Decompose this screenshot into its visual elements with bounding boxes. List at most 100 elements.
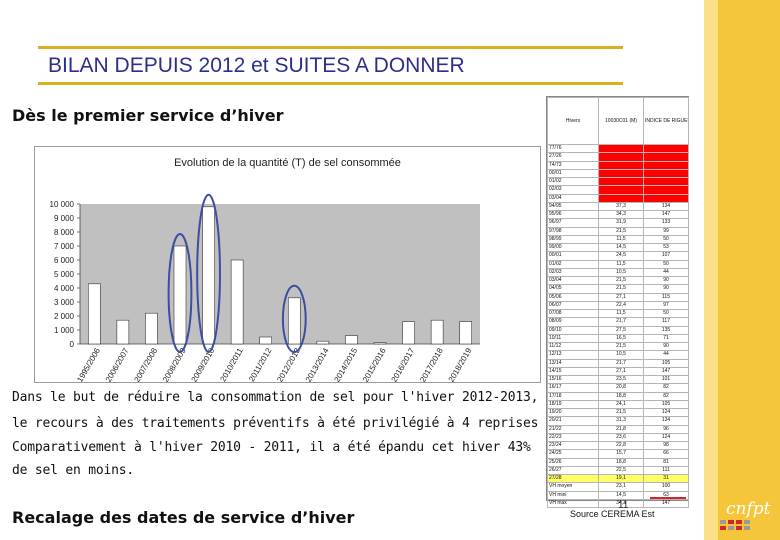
table-header-1: Hivers	[547, 97, 599, 145]
table-cell: 71	[643, 333, 689, 344]
table-row: 01/02 11,5 50	[547, 259, 689, 269]
table-cell: 16/17	[547, 383, 599, 393]
y-tick-label: 1 000	[54, 326, 75, 335]
table-cell: 77/76	[547, 143, 599, 154]
logo-red-rule	[650, 497, 686, 499]
table-cell: 22/23	[547, 432, 599, 443]
table-cell: 10,5	[598, 267, 644, 278]
table-cell: 96	[643, 424, 689, 434]
table-cell: 50	[643, 308, 689, 319]
table-cell: 21,5	[598, 284, 644, 294]
bar-2011-2012	[259, 336, 273, 345]
table-cell: 34,3	[598, 209, 644, 220]
table-cell	[643, 176, 689, 187]
bar-2010-2011	[230, 259, 244, 345]
highlight-circle	[281, 284, 307, 353]
table-row: 12/13 10,5 44	[547, 350, 689, 360]
y-tick-label: 7 000	[54, 242, 75, 251]
table-cell: 24,1	[598, 399, 644, 410]
table-cell: 147	[643, 366, 689, 377]
y-tick-label: 2 000	[54, 312, 75, 321]
table-cell: 31	[643, 473, 689, 484]
table-cell: 15/16	[547, 374, 599, 385]
table-cell: 23,1	[598, 482, 644, 492]
table-row: 13/14 21,7 105	[547, 358, 689, 368]
y-tick-label: 4 000	[54, 284, 75, 293]
x-tick-label: 2008/2009	[161, 346, 188, 382]
table-cell: 135	[643, 325, 689, 335]
table-row: 25/26 18,8 81	[547, 457, 689, 467]
table-cell: 00/01	[547, 168, 599, 179]
table-cell: 11,5	[598, 308, 644, 319]
table-cell: 50	[643, 259, 689, 269]
table-cell: 124	[643, 432, 689, 443]
table-cell: 117	[643, 317, 689, 327]
table-cell	[643, 185, 689, 195]
table-row: 98/99 11,5 50	[547, 234, 689, 245]
table-cell: 24/25	[547, 449, 599, 459]
table-cell: 18,8	[598, 457, 644, 467]
table-cell	[598, 185, 644, 195]
table-row: 16/17 20,8 82	[547, 383, 689, 393]
table-cell: 99/00	[547, 242, 599, 253]
title-rule-top	[38, 46, 623, 49]
table-row: 01/02	[547, 176, 689, 187]
table-cell: 03/04	[547, 275, 599, 286]
table-cell: VH mini	[547, 490, 599, 500]
bar-2018-2019	[459, 321, 473, 345]
table-cell: 21,5	[598, 226, 644, 236]
table-cell	[598, 193, 644, 203]
table-row: VH moyen 23,1 100	[547, 482, 689, 492]
table-header-3: INDICE DE RIGUEUR (VI) 100	[643, 97, 689, 145]
table-cell: 115	[643, 292, 689, 302]
table-cell: 07/08	[547, 308, 599, 319]
x-tick-label: 2007/2008	[132, 346, 159, 382]
table-row: 08/09 21,7 117	[547, 317, 689, 327]
x-tick-label: 2017/2018	[418, 346, 445, 382]
table-row: 94/95 37,3 134	[547, 201, 689, 212]
table-cell	[598, 168, 644, 179]
table-cell: 25/26	[547, 457, 599, 467]
bar-2006-2007	[116, 319, 130, 345]
table-row: 18/19 24,1 105	[547, 399, 689, 410]
x-tick-label: 1995/2006	[75, 346, 102, 382]
table-cell: 21,7	[598, 317, 644, 327]
table-cell: 14,5	[598, 242, 644, 253]
table-cell: 11,5	[598, 259, 644, 269]
table-row: 97/98 21,5 99	[547, 226, 689, 236]
table-cell: 24,5	[598, 251, 644, 261]
y-tick-label: 0	[70, 340, 75, 349]
table-cell: 08/09	[547, 317, 599, 327]
paragraph-line-2: le recours à des traitements préventifs …	[12, 416, 554, 431]
table-cell: 21/22	[547, 424, 599, 434]
table-cell: 15,7	[598, 449, 644, 459]
table-cell: 99	[643, 226, 689, 236]
table-cell: 82	[643, 391, 689, 401]
table-cell: 27,1	[598, 292, 644, 302]
x-tick-label: 2011/2012	[247, 346, 274, 382]
bottom-heading: Recalage des dates de service d’hiver	[12, 508, 355, 527]
table-cell: 20,8	[598, 383, 644, 393]
table-row: 27/26	[547, 152, 689, 162]
table-cell: 90	[643, 341, 689, 352]
table-cell: 13/14	[547, 358, 599, 368]
y-tick-label: 3 000	[54, 298, 75, 307]
table-cell: 31,3	[598, 416, 644, 426]
table-cell: 21,5	[598, 407, 644, 418]
highlight-circle	[167, 233, 193, 353]
table-row: 00/01	[547, 168, 689, 179]
accent-band-highlight	[704, 0, 718, 540]
x-tick-label: 2010/2011	[218, 346, 245, 382]
table-cell: 90	[643, 275, 689, 286]
table-cell: 98/99	[547, 234, 599, 245]
table-cell: 11,5	[598, 234, 644, 245]
table-cell	[643, 143, 689, 154]
chart-title: Evolution de la quantité (T) de sel cons…	[174, 157, 401, 169]
x-tick-label: 2018/2019	[447, 346, 474, 382]
highlight-circle	[196, 193, 221, 353]
table-cell: 21,5	[598, 275, 644, 286]
table-cell: 97	[643, 300, 689, 311]
bar-2017-2018	[430, 319, 444, 345]
x-tick-label: 2015/2016	[361, 346, 388, 382]
table-cell: 133	[643, 218, 689, 228]
